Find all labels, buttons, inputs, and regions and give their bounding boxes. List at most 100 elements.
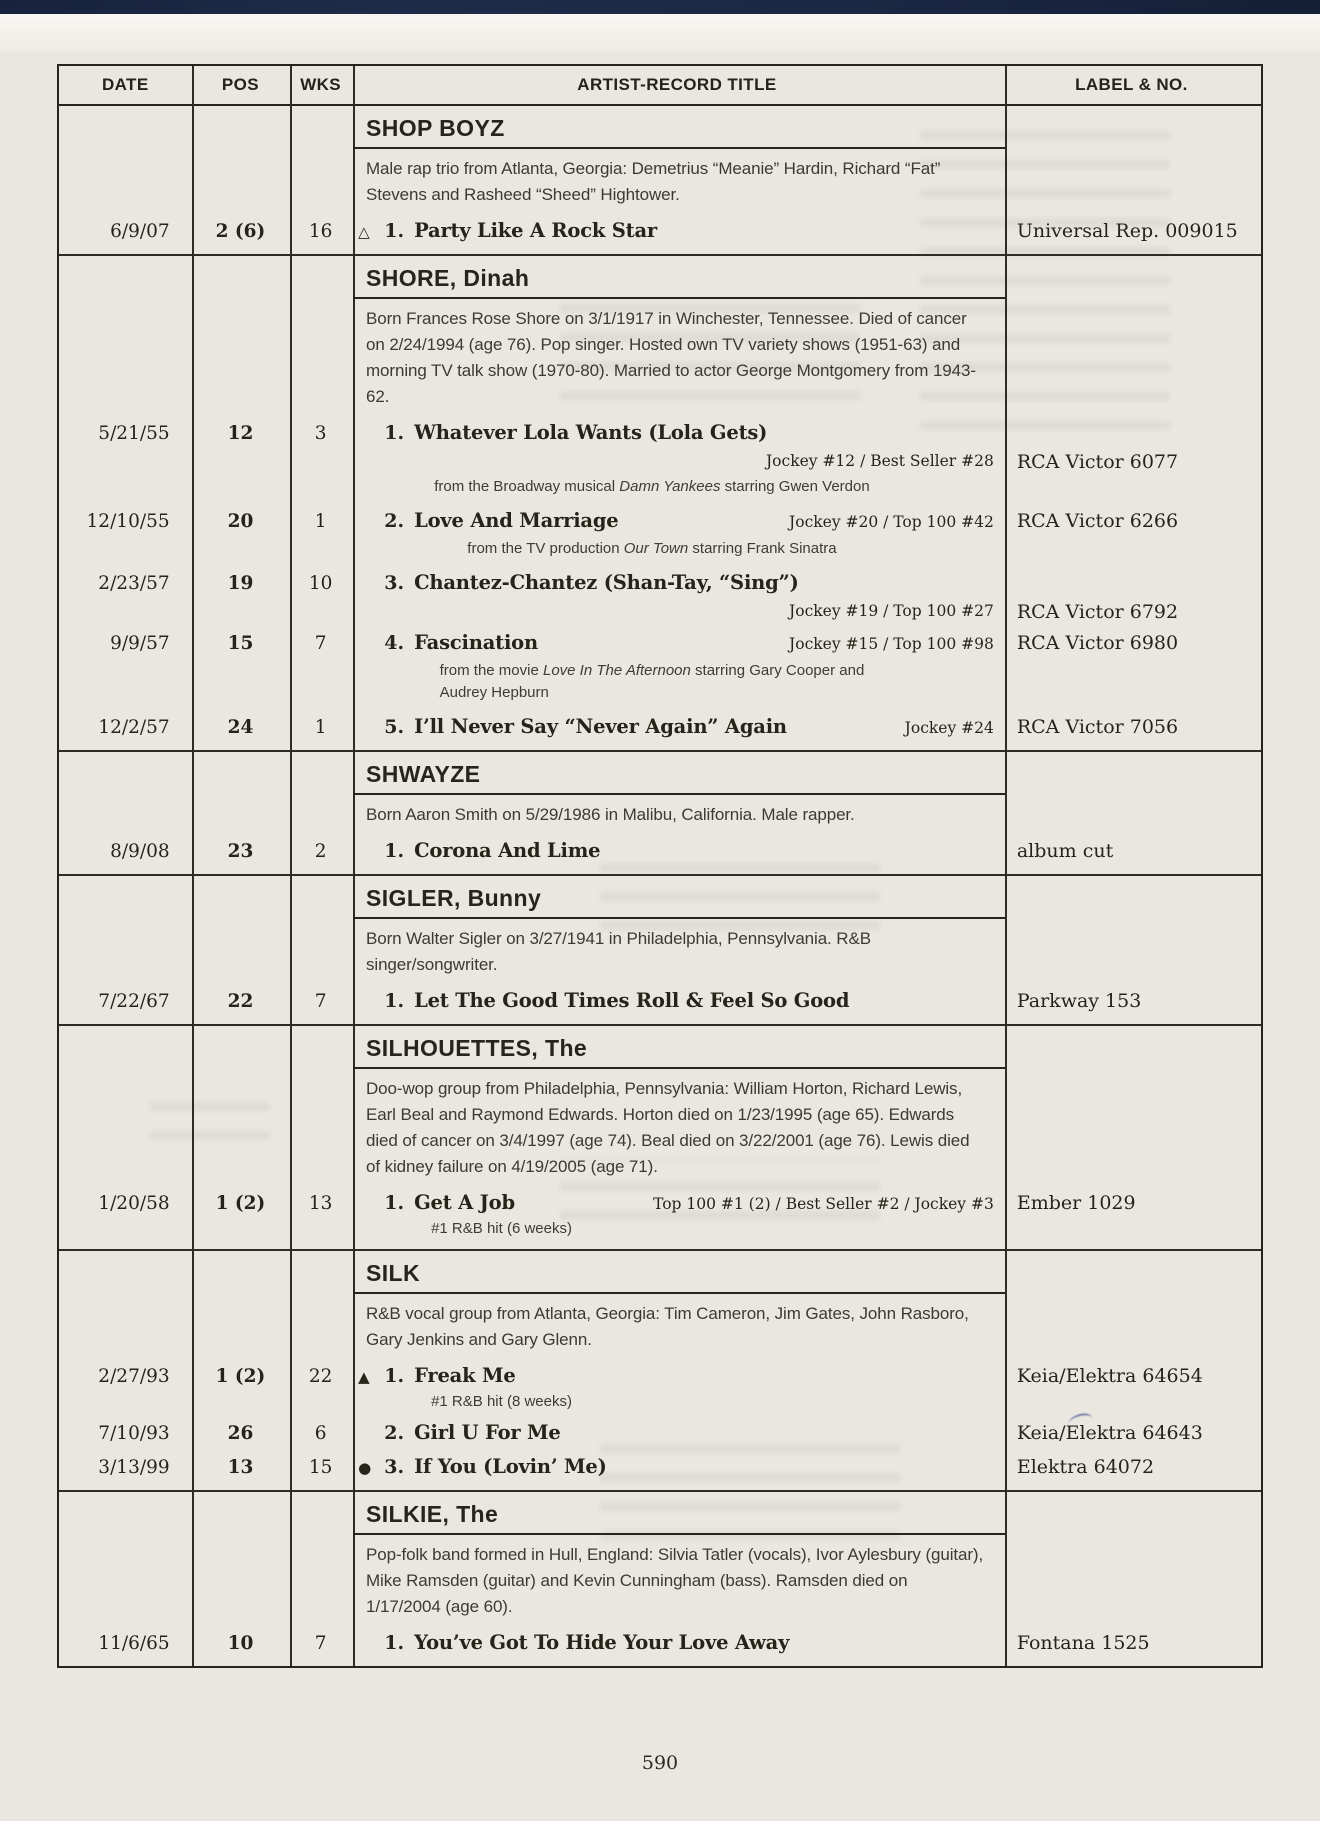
chart-runs-info: Jockey #24 [904,719,994,737]
entry-number: 4. [384,632,405,654]
entry-weeks-charted: 13 [308,1193,333,1214]
entry-title-line: 1. Corona And Lime [352,839,1002,862]
entry-note: #1 R&B hit (6 weeks) [352,1220,1002,1237]
artist-name-box: SHWAYZE [353,752,1005,795]
record-title: Love And Marriage [414,509,619,532]
entry-weeks-charted: 3 [314,423,327,444]
chart-entry-row: 12/2/57 24 1 5. I’ll Never Say “Never Again”… [59,715,1261,738]
entry-title-cell: 4. Fascination Jockey #15 / Top 100 #98 fro… [352,631,1002,704]
entry-title-cell: 1. Corona And Lime [352,839,1002,862]
entry-note: from the movie Love In The Afternoon sta… [352,660,1002,704]
record-title: Freak Me [414,1364,516,1387]
entry-note-segment: starring Gwen Verdon [720,478,870,495]
entry-note: from the Broadway musical Damn Yankees s… [352,476,1002,498]
entry-peak-position: 12 [227,423,254,444]
entry-note-text: from the TV production Our Town starring… [467,538,836,560]
column-header-date: DATE [101,75,149,94]
entry-number: 1. [384,990,405,1012]
record-title: Chantez-Chantez (Shan-Tay, “Sing”) [414,571,799,594]
entry-date: 1/20/58 [98,1193,170,1214]
record-label-number: Parkway 153 [1016,990,1142,1012]
entry-title-line: 5. I’ll Never Say “Never Again” Again Jock… [352,715,1002,738]
entry-title-line: △ 1. Party Like A Rock Star [352,219,1002,242]
entry-peak-position: 23 [227,841,254,862]
chart-entry-row: 2/27/93 1 (2) 22 ▲ 1. Freak Me #1 R&B hit (8 w… [59,1364,1261,1410]
column-divider [353,66,355,1666]
column-header-pos: POS [221,75,259,94]
chart-runs-info: Jockey #19 / Top 100 #27 [789,602,994,620]
chart-entry-row: 1/20/58 1 (2) 13 1. Get A Job Top 100 #1 (2) … [59,1191,1261,1237]
entry-date: 12/10/55 [86,511,170,532]
chart-entry-row: 7/10/93 26 6 2. Girl U For Me Keia/Elektra 64… [59,1421,1261,1444]
entry-number: 2. [384,510,405,532]
chart-entry-row: 12/10/55 20 1 2. Love And Marriage Jockey #20… [59,509,1261,560]
entry-date: 12/2/57 [98,717,170,738]
entry-number: 2. [384,1422,405,1444]
column-header-wks: WKS [300,75,342,94]
entry-number: 1. [384,840,405,862]
artist-name: SILK [366,1260,420,1286]
entry-note-text: from the Broadway musical Damn Yankees s… [434,476,870,498]
artist-section: SHWAYZE Born Aaron Smith on 5/29/1986 in … [59,750,1261,874]
entry-number: 1. [384,422,405,444]
record-label-number: RCA Victor 6266 [1016,510,1179,532]
chart-table: DATE POS WKS ARTIST-RECORD TITLE LABEL &… [57,64,1263,1668]
entry-title-line: ● 3. If You (Lovin’ Me) [352,1455,1002,1478]
platinum-triangle-open-icon: △ [358,223,370,241]
entry-note-segment: starring Gary Cooper and [690,662,865,679]
artist-section: SHOP BOYZ Male rap trio from Atlanta, Geo… [59,106,1261,254]
record-title: Let The Good Times Roll & Feel So Good [414,989,850,1012]
chart-entry-row: 7/22/67 22 7 1. Let The Good Times Roll & Fe… [59,989,1261,1012]
entry-date: 5/21/55 [98,423,170,444]
chart-runs-info: Jockey #20 / Top 100 #42 [789,513,994,531]
entry-title-line: 2. Girl U For Me [352,1421,1002,1444]
artist-section: SILHOUETTES, The Doo-wop group from Phila… [59,1024,1261,1249]
artist-name-box: SHOP BOYZ [353,106,1005,149]
entry-number: 3. [384,572,405,594]
record-label-number: Fontana 1525 [1016,1632,1150,1654]
entry-title-cell: 5. I’ll Never Say “Never Again” Again Jock… [352,715,1002,738]
entry-peak-position: 20 [227,511,254,532]
entry-note-segment: starring Frank Sinatra [688,540,837,557]
column-divider [192,66,194,1666]
artist-name-box: SILKIE, The [353,1492,1005,1535]
page-number: 590 [641,1752,679,1774]
entry-title-cell: 1. You’ve Got To Hide Your Love Away [352,1631,1002,1654]
artist-name-box: SHORE, Dinah [353,256,1005,299]
record-label-number: RCA Victor 7056 [1016,716,1179,738]
entry-note-segment: from the movie [439,662,543,679]
artist-sections: SHOP BOYZ Male rap trio from Atlanta, Geo… [59,106,1261,1666]
artist-name: SHORE, Dinah [366,265,530,291]
entry-peak-position: 19 [227,573,254,594]
platinum-triangle-icon: ▲ [358,1368,370,1386]
entry-weeks-charted: 7 [314,1633,327,1654]
entry-date: 2/23/57 [98,573,170,594]
record-title: You’ve Got To Hide Your Love Away [414,1631,790,1654]
scan-edge-artifact [0,0,1320,14]
column-divider [290,66,292,1666]
artist-name: SHWAYZE [366,761,481,787]
entry-number: 5. [384,716,405,738]
entry-note-text: #1 R&B hit (8 weeks) [431,1393,572,1410]
artist-section: SHORE, Dinah Born Frances Rose Shore on 3… [59,254,1261,750]
entry-peak-position: 26 [227,1423,254,1444]
artist-name: SILKIE, The [366,1501,499,1527]
entry-title-cell: 1. Let The Good Times Roll & Feel So Good [352,989,1002,1012]
entry-note-segment: from the Broadway musical [434,478,620,495]
artist-section: SILK R&B vocal group from Atlanta, Georgi… [59,1249,1261,1490]
artist-bio: Born Aaron Smith on 5/29/1986 in Malibu,… [366,805,855,824]
record-label-number: RCA Victor 6792 [1016,601,1179,623]
entry-note-segment: Audrey Hepburn [439,684,549,701]
entry-note-italic: Damn Yankees [619,478,721,495]
entry-title-cell: ▲ 1. Freak Me #1 R&B hit (8 weeks) [352,1364,1002,1410]
entry-title-cell: 3. Chantez-Chantez (Shan-Tay, “Sing”) Jock… [352,571,1002,620]
artist-section: SIGLER, Bunny Born Walter Sigler on 3/27/… [59,874,1261,1024]
entry-note-text: #1 R&B hit (6 weeks) [431,1220,572,1237]
entry-title-cell: 1. Whatever Lola Wants (Lola Gets) Jockey … [352,421,1002,498]
record-label-number: Elektra 64072 [1016,1456,1155,1478]
chart-entry-row: 8/9/08 23 2 1. Corona And Lime album cut [59,839,1261,862]
entry-peak-position: 22 [227,991,254,1012]
artist-name: SILHOUETTES, The [366,1035,588,1061]
entry-weeks-charted: 7 [314,991,327,1012]
artist-section: SILKIE, The Pop-folk band formed in Hull,… [59,1490,1261,1666]
